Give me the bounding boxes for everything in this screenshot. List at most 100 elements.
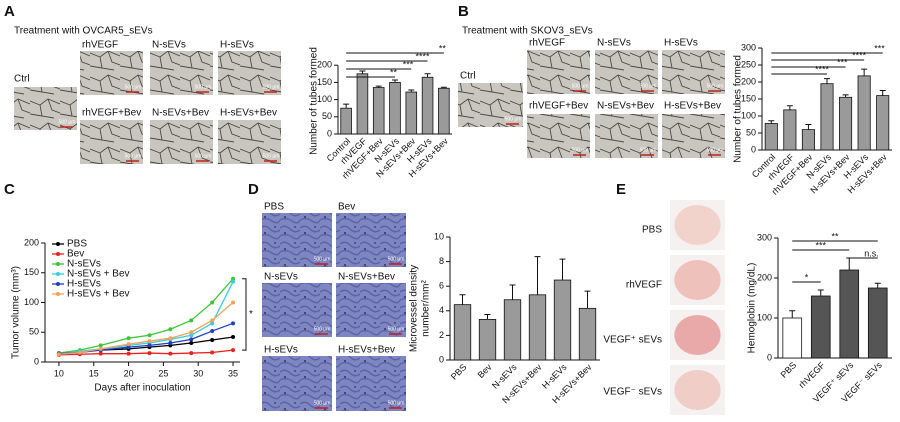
bar	[810, 295, 831, 359]
micrograph	[80, 120, 143, 164]
legend-label: N-sEVs	[67, 259, 101, 270]
error-bar	[805, 124, 812, 130]
legend-label: Bev	[67, 249, 84, 260]
bar	[389, 82, 401, 135]
error-bar	[534, 256, 541, 295]
scale-bar-label: 500 μm	[707, 147, 724, 153]
scale-bar-label: 500 μm	[707, 83, 724, 89]
error-bar	[768, 120, 775, 124]
legend-label: H-sEVs + Bev	[67, 289, 130, 300]
y-tick-label: 250	[741, 59, 756, 69]
micrograph	[527, 50, 590, 94]
y-tick-label: 50	[322, 111, 332, 121]
bar	[867, 287, 888, 359]
legend-label: N-sEVs + Bev	[67, 269, 130, 280]
image-label: N-sEVs	[152, 40, 186, 51]
y-tick-label: 100	[317, 94, 332, 104]
y-tick-label: 0	[767, 352, 772, 362]
image-label: Bev	[338, 202, 355, 213]
error-bar	[440, 86, 447, 89]
image-label: PBS	[264, 202, 284, 213]
y-tick-label: 150	[24, 267, 39, 277]
significance-label: *	[805, 272, 809, 282]
point	[126, 336, 131, 341]
error-bar	[789, 310, 796, 318]
y-axis-title: Microvessel density	[409, 265, 420, 352]
error-bar	[861, 68, 868, 76]
bar	[801, 129, 815, 151]
y-tick-label: 2	[439, 330, 444, 340]
bar	[764, 123, 778, 151]
micrograph	[527, 114, 590, 158]
bar	[453, 304, 472, 361]
y-tick-label: 150	[317, 77, 332, 87]
point	[189, 318, 194, 323]
y-axis-title: Tumor volume (mm³)	[11, 266, 22, 359]
micrograph	[14, 87, 77, 130]
point	[210, 300, 215, 305]
image-label: Ctrl	[460, 71, 476, 82]
image-label: Ctrl	[14, 74, 30, 85]
error-bar	[786, 105, 793, 110]
image-label: N-sEVs	[597, 38, 631, 49]
scale-bar-label: 500 μm	[572, 147, 589, 153]
tissue	[674, 205, 721, 245]
image-label: rhVEGF+Bev	[82, 108, 141, 119]
significance-label: ****	[852, 50, 867, 60]
image-label: N-sEVs+Bev	[338, 272, 395, 283]
y-tick-label: 0	[34, 356, 39, 366]
micrograph	[595, 50, 658, 94]
point	[210, 337, 215, 342]
y-tick-label: 100	[757, 312, 772, 322]
error-bar	[846, 257, 853, 270]
scale-bar-label: 500 μm	[505, 116, 522, 122]
image-label: H-sEVs+Bev	[664, 101, 721, 112]
bar	[857, 75, 871, 151]
image-label: N-sEVs+Bev	[152, 108, 209, 119]
micrograph	[218, 120, 281, 164]
point	[126, 342, 131, 347]
point	[231, 321, 236, 326]
image-label: rhVEGF	[626, 280, 662, 291]
significance-label: ***	[403, 59, 414, 69]
bar	[876, 95, 890, 151]
significance-label: **	[439, 43, 447, 53]
scale-bar-label: 500 μm	[263, 84, 280, 90]
y-tick-label: 0	[327, 128, 332, 138]
point	[168, 336, 173, 341]
scale-bar-label: 500 μm	[640, 147, 657, 153]
y-axis-title: Number of tubes formed	[309, 47, 320, 155]
point	[210, 329, 215, 334]
error-bar	[874, 282, 881, 288]
legend-marker	[56, 242, 60, 246]
micrograph	[262, 356, 332, 411]
x-tick-label: PBS	[779, 360, 799, 380]
y-tick-label: 200	[317, 60, 332, 70]
micrograph	[150, 51, 213, 95]
point	[231, 279, 236, 284]
error-bar	[509, 284, 516, 300]
point	[126, 351, 131, 356]
error-bar	[824, 78, 830, 84]
point	[98, 351, 103, 356]
micrograph	[262, 213, 332, 267]
micrograph	[262, 283, 332, 337]
point	[147, 343, 152, 348]
bar	[820, 83, 834, 151]
image-label: H-sEVs	[664, 38, 698, 49]
bar	[421, 76, 434, 135]
bar	[782, 317, 803, 359]
x-tick-label: Bev	[476, 362, 494, 380]
scale-bar-label: 500 μm	[388, 400, 405, 406]
point	[98, 343, 103, 348]
panel-letter: A	[4, 3, 15, 20]
x-tick-label: 35	[228, 368, 238, 378]
annotation-bracket	[242, 278, 247, 351]
bar	[356, 73, 369, 135]
y-tick-label: 200	[741, 76, 756, 86]
tissue	[674, 315, 721, 355]
bar	[528, 294, 547, 361]
image-label: rhVEGF	[529, 38, 565, 49]
y-tick-label: 8	[439, 256, 444, 266]
